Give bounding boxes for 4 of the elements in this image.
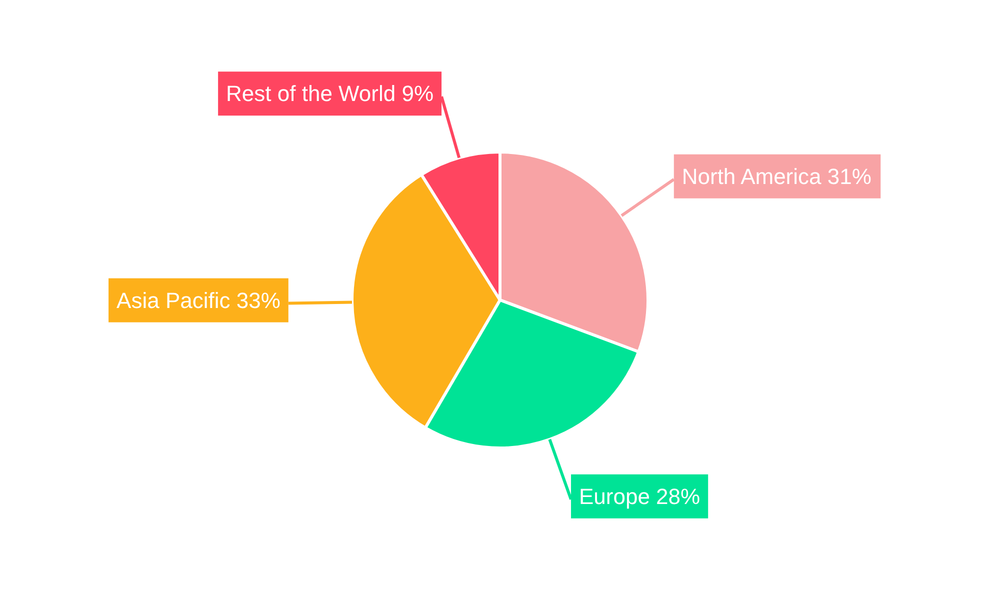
slice-label: Rest of the World 9% bbox=[226, 81, 434, 106]
slice-label: Asia Pacific 33% bbox=[116, 288, 280, 313]
slice-label: Europe 28% bbox=[579, 484, 700, 509]
slice-label: North America 31% bbox=[682, 164, 872, 189]
